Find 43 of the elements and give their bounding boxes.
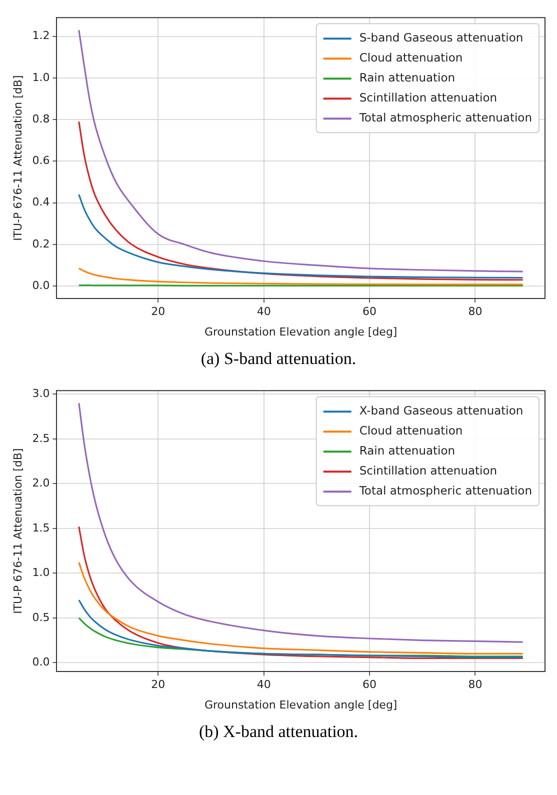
y-tick-label: 0.2	[32, 237, 50, 250]
x-axis-title: Grounstation Elevation angle [deg]	[204, 325, 398, 338]
line-series	[78, 599, 524, 658]
y-tick-label: 0.4	[32, 196, 50, 209]
y-tick-label: 0.0	[32, 278, 50, 292]
x-tick-label: 60	[362, 678, 377, 692]
legend-label: Scintillation attenuation	[359, 464, 498, 478]
text: (b) X-band attenuation.	[198, 722, 360, 742]
y-axis-title: ITU-P 676-11 Attenuation [dB]	[11, 448, 24, 614]
y-tick-label: 2.5	[32, 432, 50, 445]
x-tick-label: 80	[468, 678, 482, 692]
y-tick-label: 1.0	[32, 566, 50, 580]
y-axis-title: ITU-P 676-11 Attenuation [dB]	[11, 75, 24, 241]
line-series	[78, 194, 524, 279]
legend-label: Rain attenuation	[359, 70, 456, 85]
y-tick-label: 2.0	[32, 476, 50, 490]
text: (a) S-band attenuation.	[200, 349, 358, 369]
y-tick-label: 0.8	[32, 112, 50, 126]
line-series	[78, 562, 524, 654]
line-series	[78, 268, 524, 286]
x-tick-label: 60	[362, 305, 377, 318]
y-tick-label: 1.2	[32, 29, 50, 42]
x-tick-label: 40	[256, 678, 271, 692]
x-axis-title: Grounstation Elevation angle [deg]	[204, 698, 398, 712]
y-tick-label: 1.5	[32, 521, 50, 534]
legend-label: Cloud attenuation	[359, 424, 463, 438]
legend-label: Total atmospheric attenuation	[358, 110, 532, 125]
legend-label: Scintillation attenuation	[359, 90, 498, 105]
legend-label: X-band Gaseous attenuation	[359, 404, 524, 418]
x-tick-label: 80	[468, 305, 482, 318]
legend-label: Total atmospheric attenuation	[358, 484, 532, 498]
y-tick-label: 1.0	[32, 70, 50, 84]
x-tick-label: 40	[256, 305, 271, 318]
legend-label: S-band Gaseous attenuation	[359, 30, 524, 45]
legend-label: Cloud attenuation	[359, 50, 463, 65]
line-series	[78, 526, 524, 659]
y-tick-label: 0.6	[32, 154, 50, 168]
x-tick-label: 20	[151, 678, 166, 692]
x-tick-label: 20	[151, 305, 166, 318]
y-tick-label: 0.5	[32, 610, 50, 624]
y-tick-label: 3.0	[32, 387, 50, 400]
legend-label: Rain attenuation	[359, 444, 456, 458]
y-tick-label: 0.0	[32, 656, 50, 669]
